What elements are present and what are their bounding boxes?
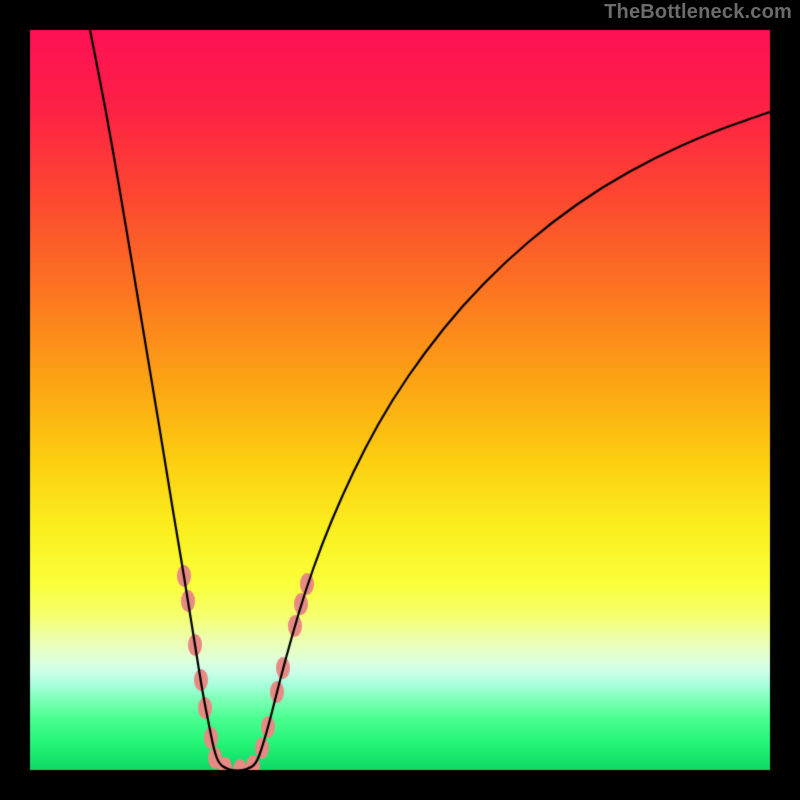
watermark-label: TheBottleneck.com: [604, 2, 792, 22]
bottleneck-chart: [0, 0, 800, 800]
